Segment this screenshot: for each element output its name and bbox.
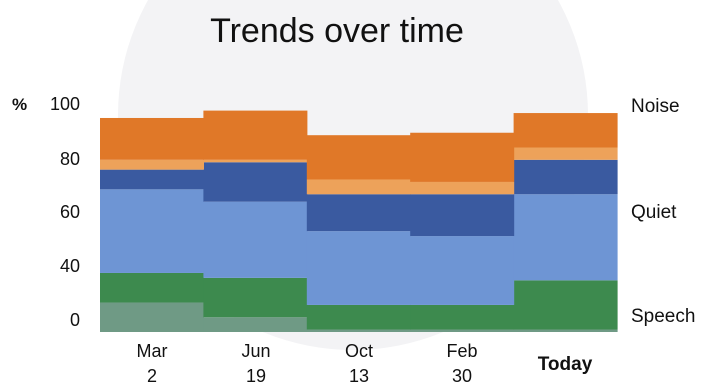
chart-title: Trends over time <box>210 12 464 50</box>
band-segment <box>203 110 308 160</box>
band-segment <box>306 179 411 195</box>
band-segment <box>100 272 204 303</box>
band-segment <box>100 169 204 190</box>
band-segment <box>100 117 204 160</box>
band-segment <box>513 159 618 195</box>
band-segment <box>306 135 411 180</box>
x-tick-label: Mar <box>137 341 168 361</box>
band-segment <box>513 194 618 281</box>
band-segment <box>513 280 618 330</box>
band-segment <box>410 181 515 195</box>
y-axis-unit: % <box>12 95 27 114</box>
band-segment <box>100 189 204 273</box>
band-segment <box>306 329 411 332</box>
x-tick-label: Jun <box>241 341 270 361</box>
legend-label-quiet: Quiet <box>631 202 677 223</box>
band-segment <box>513 113 618 148</box>
band-segment <box>203 162 308 202</box>
band-segment <box>410 329 515 332</box>
y-tick-label: 100 <box>50 94 80 114</box>
x-tick-sublabel: 2 <box>147 366 157 382</box>
y-tick-label: 60 <box>60 202 80 222</box>
y-tick-label: 40 <box>60 256 80 276</box>
y-tick-label: 0 <box>70 310 80 330</box>
band-segment <box>100 302 204 332</box>
band-segment <box>100 159 204 170</box>
legend-label-noise: Noise <box>631 96 680 117</box>
x-tick-sublabel: 19 <box>246 366 266 382</box>
y-tick-label: 80 <box>60 149 80 169</box>
band-segment <box>203 201 308 278</box>
band-segment <box>306 231 411 305</box>
x-tick-sublabel: 13 <box>349 366 369 382</box>
band-segment <box>306 304 411 330</box>
band-segment <box>306 194 411 232</box>
data-bands <box>100 110 618 332</box>
band-segment <box>513 147 618 160</box>
band-segment <box>410 236 515 305</box>
x-tick-label-today: Today <box>538 354 593 375</box>
x-tick-label: Feb <box>446 341 477 361</box>
band-segment <box>203 277 308 318</box>
band-segment <box>203 159 308 163</box>
x-tick-sublabel: 30 <box>452 366 472 382</box>
band-segment <box>410 132 515 182</box>
band-segment <box>203 317 308 332</box>
legend-label-speech: Speech <box>631 306 695 327</box>
band-segment <box>410 194 515 237</box>
band-segment <box>513 329 618 332</box>
x-tick-label: Oct <box>345 341 373 361</box>
band-segment <box>410 304 515 330</box>
